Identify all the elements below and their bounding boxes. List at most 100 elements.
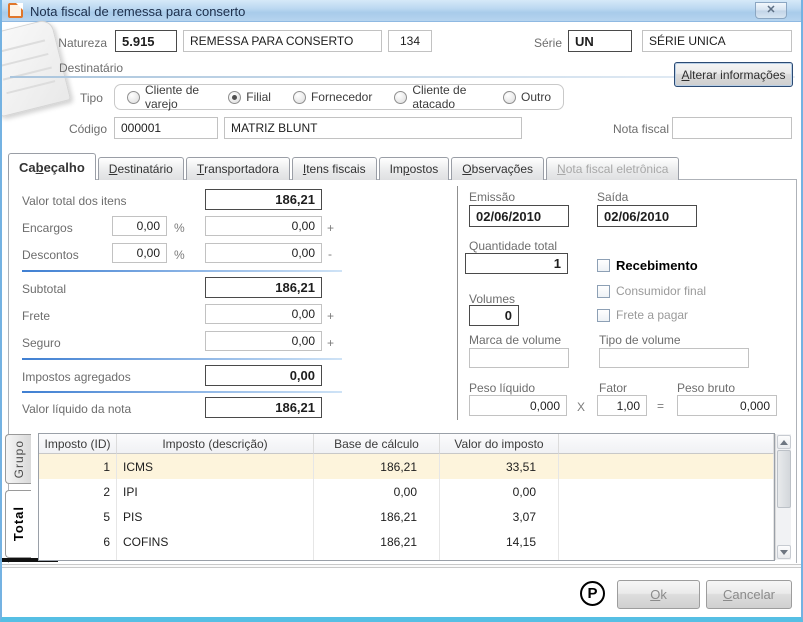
percent-symbol: % xyxy=(174,221,185,235)
fator-label: Fator xyxy=(599,381,628,395)
natureza-num-field[interactable]: 134 xyxy=(388,30,432,52)
tipo-volume-label: Tipo de volume xyxy=(599,333,681,347)
window-title: Nota fiscal de remessa para conserto xyxy=(30,4,246,19)
natureza-desc-field[interactable]: REMESSA PARA CONSERTO xyxy=(183,30,382,52)
natureza-code-field[interactable]: 5.915 xyxy=(115,30,177,52)
checkbox-icon xyxy=(597,259,610,272)
nota-fiscal-field[interactable] xyxy=(672,117,792,139)
seguro-field[interactable]: 0,00 xyxy=(205,331,322,351)
active-side-tab-indicator xyxy=(2,558,58,562)
separator xyxy=(22,358,342,360)
side-tab-total[interactable]: Total xyxy=(5,490,31,558)
frete-field[interactable]: 0,00 xyxy=(205,304,322,324)
checkbox-icon xyxy=(597,284,610,298)
quantidade-label: Quantidade total xyxy=(469,239,558,253)
tipo-radio-cliente-varejo[interactable]: Cliente de varejo xyxy=(127,83,206,111)
column-header[interactable]: Base de cálculo xyxy=(314,434,440,454)
seguro-label: Seguro xyxy=(22,336,61,350)
table-scrollbar[interactable] xyxy=(775,434,791,560)
valor-total-field[interactable]: 186,21 xyxy=(205,189,322,210)
tipo-volume-field[interactable] xyxy=(599,348,749,368)
tab-impostos[interactable]: Im p ostos xyxy=(378,157,450,180)
scroll-down-button[interactable] xyxy=(777,545,791,559)
saida-field[interactable]: 02/06/2010 xyxy=(597,205,697,227)
recebimento-checkbox[interactable]: Recebimento xyxy=(597,258,698,273)
table-cell[interactable] xyxy=(559,504,774,529)
column-header[interactable]: Valor do imposto xyxy=(440,434,559,454)
descontos-pct-field[interactable]: 0,00 xyxy=(112,243,167,263)
tipo-radio-outro[interactable]: Outro xyxy=(502,90,551,104)
descontos-valor-field[interactable]: 0,00 xyxy=(205,243,322,263)
serie-code-field[interactable]: UN xyxy=(568,30,632,52)
scroll-up-button[interactable] xyxy=(777,435,791,449)
multiply-symbol: X xyxy=(577,400,586,414)
encargos-pct-field[interactable]: 0,00 xyxy=(112,216,167,236)
tab-cabecalho[interactable]: Ca b eçalho xyxy=(8,153,96,180)
encargos-label: Encargos xyxy=(22,221,73,235)
tipo-radio-fornecedor[interactable]: Fornecedor xyxy=(292,90,372,104)
table-cell[interactable]: 0,00 xyxy=(440,479,559,504)
table-cell[interactable]: 186,21 xyxy=(314,454,440,479)
table-cell[interactable]: 14,15 xyxy=(440,529,559,554)
radio-icon xyxy=(292,90,306,104)
peso-liquido-field[interactable]: 0,000 xyxy=(469,395,567,416)
table-cell[interactable]: 186,21 xyxy=(314,504,440,529)
table-cell[interactable]: 186,21 xyxy=(314,529,440,554)
natureza-label: Natureza xyxy=(58,36,107,50)
footer-divider xyxy=(2,564,801,568)
serie-label: Série xyxy=(533,36,562,50)
table-cell[interactable]: 1 xyxy=(39,454,117,479)
table-cell[interactable]: 6 xyxy=(39,529,117,554)
table-cell[interactable]: 0,00 xyxy=(314,479,440,504)
tipo-radio-filial[interactable]: Filial xyxy=(228,90,271,104)
table-cell[interactable]: 5 xyxy=(39,504,117,529)
side-tab-grupo[interactable]: Grupo xyxy=(5,434,31,484)
consumidor-final-checkbox[interactable]: Consumidor final xyxy=(597,284,706,298)
column-header[interactable]: Imposto (descrição) xyxy=(117,434,314,454)
volumes-field[interactable]: 0 xyxy=(469,305,519,326)
encargos-valor-field[interactable]: 0,00 xyxy=(205,216,322,236)
peso-bruto-field[interactable]: 0,000 xyxy=(677,395,777,416)
close-icon[interactable]: ✕ xyxy=(755,2,787,19)
table-cell[interactable]: 2 xyxy=(39,479,117,504)
table-cell[interactable] xyxy=(559,479,774,504)
document-icon xyxy=(8,3,23,18)
quantidade-field[interactable]: 1 xyxy=(465,253,568,274)
impostos-agregados-field[interactable]: 0,00 xyxy=(205,365,322,386)
emissao-field[interactable]: 02/06/2010 xyxy=(469,205,569,227)
marca-volume-field[interactable] xyxy=(469,348,569,368)
column-header[interactable]: Imposto (ID) xyxy=(39,434,117,454)
table-cell[interactable]: ICMS xyxy=(117,454,314,479)
valor-liquido-field[interactable]: 186,21 xyxy=(205,397,322,418)
table-cell[interactable] xyxy=(559,529,774,554)
radio-icon xyxy=(127,90,140,104)
subtotal-field[interactable]: 186,21 xyxy=(205,277,322,298)
codigo-desc-field[interactable]: MATRIZ BLUNT xyxy=(224,117,522,139)
codigo-field[interactable]: 000001 xyxy=(114,117,218,139)
radio-icon xyxy=(394,90,408,104)
tipo-radio-cliente-atacado[interactable]: Cliente de atacado xyxy=(394,83,481,111)
radio-icon xyxy=(502,90,516,104)
table-cell[interactable] xyxy=(559,454,774,479)
scrollbar-thumb[interactable] xyxy=(777,450,791,508)
table-cell[interactable]: 33,51 xyxy=(440,454,559,479)
table-cell xyxy=(314,554,440,560)
table-cell[interactable]: COFINS xyxy=(117,529,314,554)
separator xyxy=(22,270,342,272)
table-cell[interactable]: 3,07 xyxy=(440,504,559,529)
serie-desc-field[interactable]: SÉRIE UNICA xyxy=(642,30,792,52)
table-cell[interactable]: IPI xyxy=(117,479,314,504)
table-cell[interactable]: PIS xyxy=(117,504,314,529)
frete-a-pagar-checkbox[interactable]: Frete a pagar xyxy=(597,308,688,322)
fator-field[interactable]: 1,00 xyxy=(597,395,647,416)
scroll-up-icon xyxy=(780,439,788,445)
minus-symbol: - xyxy=(328,247,332,261)
